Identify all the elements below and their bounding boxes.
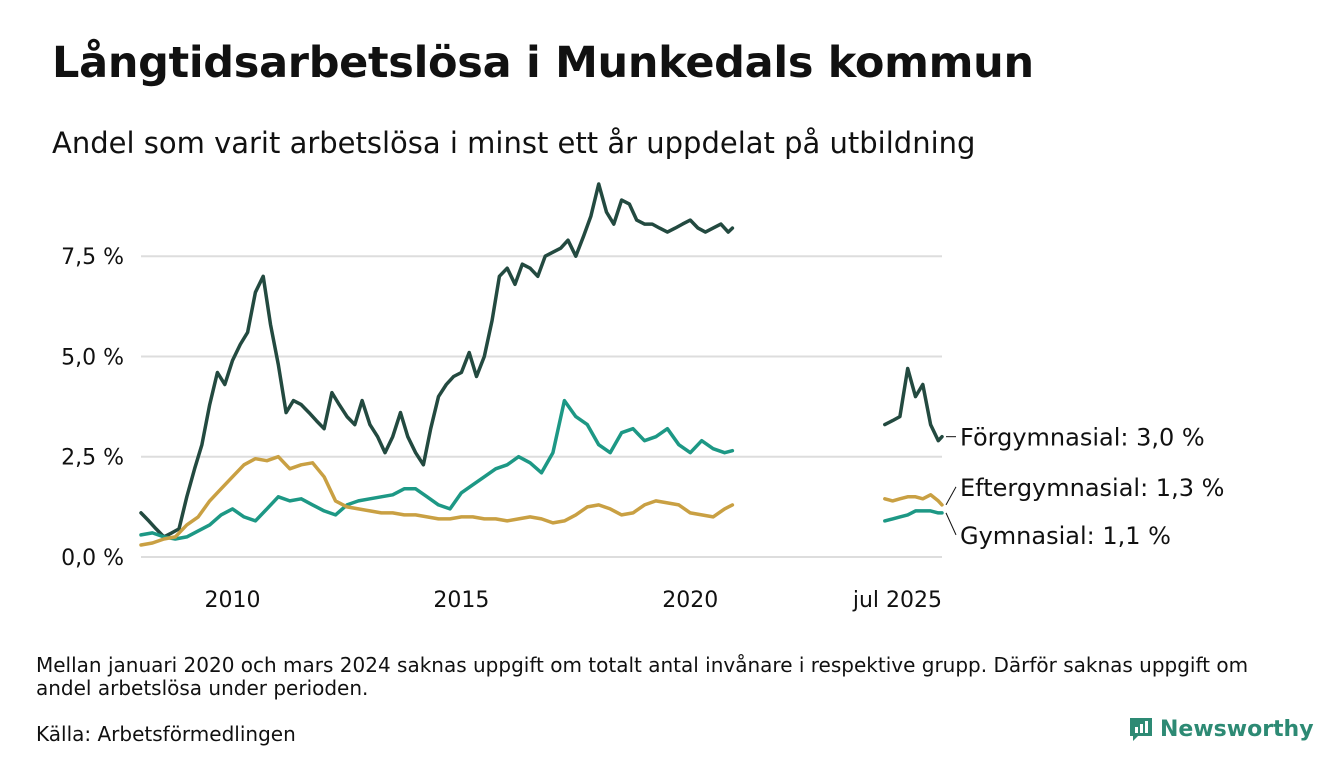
label-leader — [945, 512, 957, 536]
series-line-gymnasial — [139, 398, 735, 541]
source-text: Källa: Arbetsförmedlingen — [36, 722, 296, 746]
series-line-eftergymnasial — [883, 493, 944, 507]
series-line-förgymnasial — [883, 366, 944, 443]
x-tick-label: jul 2025 — [852, 588, 942, 613]
y-tick-label: 2,5 % — [61, 446, 124, 471]
series-line-gymnasial — [883, 509, 944, 523]
x-tick-label: 2015 — [433, 588, 489, 613]
end-label-eftergymnasial: Eftergymnasial: 1,3 % — [960, 474, 1224, 502]
y-tick-label: 5,0 % — [61, 345, 124, 370]
end-label-gymnasial: Gymnasial: 1,1 % — [960, 522, 1171, 550]
series-line-eftergymnasial — [139, 454, 735, 547]
chart-subtitle: Andel som varit arbetslösa i minst ett å… — [52, 126, 976, 160]
label-leader — [945, 486, 957, 506]
bar-chart-icon — [1130, 718, 1152, 741]
y-tick-label: 0,0 % — [61, 546, 124, 571]
end-label-förgymnasial: Förgymnasial: 3,0 % — [960, 424, 1205, 452]
brand-name: Newsworthy — [1160, 716, 1314, 742]
chart-title: Långtidsarbetslösa i Munkedals kommun — [52, 38, 1034, 88]
footnote: Mellan januari 2020 och mars 2024 saknas… — [36, 653, 1249, 700]
line-chart: 0,0 % 2,5 % 5,0 % 7,5 % 2010 2015 2020 jul 2025… — [61, 182, 1224, 613]
x-tick-label: 2010 — [205, 588, 261, 613]
series-line-förgymnasial — [139, 182, 735, 539]
x-tick-label: 2020 — [662, 588, 718, 613]
y-tick-label: 7,5 % — [61, 245, 124, 270]
brand-logo[interactable]: Newsworthy — [1128, 716, 1314, 742]
